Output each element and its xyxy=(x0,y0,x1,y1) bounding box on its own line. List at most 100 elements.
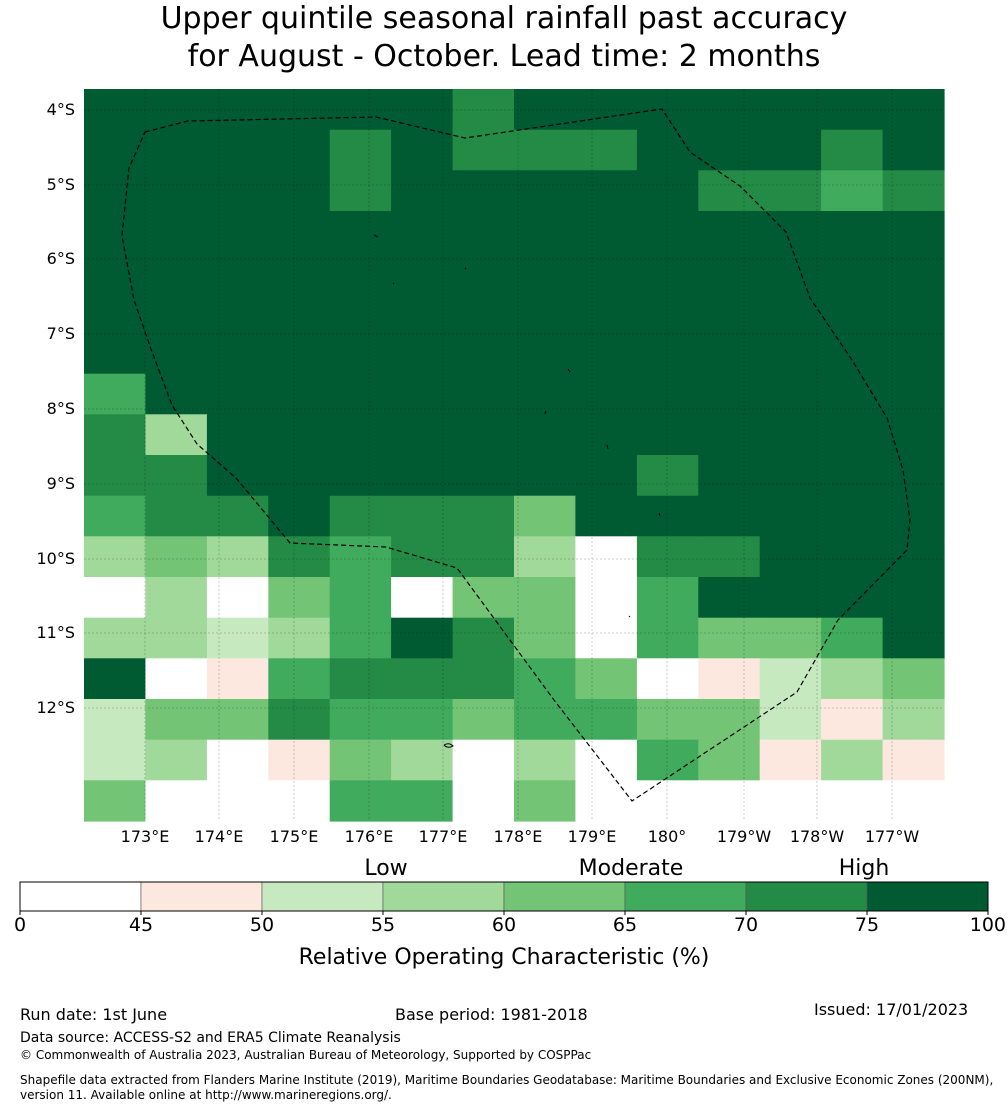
map-grid-cell xyxy=(84,455,146,497)
map-grid-cell xyxy=(698,658,761,700)
shapefile-credit-line-1: Shapefile data extracted from Flanders M… xyxy=(20,1073,994,1087)
map-grid-cell xyxy=(84,292,146,334)
map-grid-cell xyxy=(329,414,392,456)
map-grid-cell xyxy=(514,211,576,253)
map-grid-cell xyxy=(636,495,699,537)
map-grid-cell xyxy=(882,333,945,375)
map-grid-cell xyxy=(575,292,638,334)
map-grid-cell xyxy=(882,251,945,293)
map-grid-cell xyxy=(759,251,822,293)
colorbar-segment xyxy=(19,881,142,912)
map-grid-cell xyxy=(636,373,699,415)
map-grid-cell xyxy=(452,455,515,497)
map-grid-cell xyxy=(145,170,208,212)
map-grid-cell xyxy=(145,658,208,700)
map-grid-cell xyxy=(882,699,945,741)
map-grid-cell xyxy=(329,89,392,131)
map-grid-cell xyxy=(575,251,638,293)
map-grid-cell xyxy=(391,170,454,212)
map-grid-cell xyxy=(329,333,392,375)
map-grid-cell xyxy=(84,536,146,578)
map-grid-cell xyxy=(698,577,761,619)
map-grid-cell xyxy=(145,536,208,578)
map-grid-cell xyxy=(206,129,269,171)
map-grid-cell xyxy=(759,333,822,375)
issued-date: Issued: 17/01/2023 xyxy=(814,1000,969,1019)
map-grid-cell xyxy=(759,577,822,619)
title-line-1: Upper quintile seasonal rainfall past ac… xyxy=(160,1,848,36)
map-grid-cell xyxy=(84,89,146,131)
longitude-label: 178°E xyxy=(493,827,543,846)
map-grid-cell xyxy=(329,373,392,415)
map-grid-cell xyxy=(821,251,884,293)
map-grid-cell xyxy=(84,739,146,781)
map-grid-cell xyxy=(452,251,515,293)
colorbar-tick-label: 65 xyxy=(612,914,638,936)
map-grid-cell xyxy=(145,495,208,537)
latitude-label: 10°S xyxy=(36,549,75,568)
map-grid-cell xyxy=(145,414,208,456)
map-grid-cell xyxy=(84,495,146,537)
map-grid-cell xyxy=(821,780,884,822)
map-grid-cell xyxy=(391,536,454,578)
map-grid-cell xyxy=(759,495,822,537)
map-grid-cell xyxy=(391,373,454,415)
latitude-label: 7°S xyxy=(46,324,75,343)
map-grid-cell xyxy=(636,89,699,131)
map-grid-cell xyxy=(452,414,515,456)
longitude-label: 177°E xyxy=(418,827,468,846)
map-grid-cell xyxy=(698,373,761,415)
map-grid-cell xyxy=(268,373,331,415)
colorbar-segment xyxy=(382,881,505,912)
colorbar-segment xyxy=(866,881,989,912)
map-grid-cell xyxy=(514,129,576,171)
island-outline xyxy=(373,234,379,238)
map-grid-cell xyxy=(514,780,576,822)
map-grid-cell xyxy=(636,699,699,741)
map-grid-cell xyxy=(84,211,146,253)
latitude-label: 6°S xyxy=(46,249,75,268)
eez-boundary-dashed-line xyxy=(121,108,911,802)
map-grid-cell xyxy=(636,780,699,822)
map-grid-cell xyxy=(821,89,884,131)
map-grid-cell xyxy=(268,292,331,334)
map-grid-cell xyxy=(268,780,331,822)
map-grid-cell xyxy=(882,536,945,578)
map-grid-cell xyxy=(698,292,761,334)
map-grid-cell xyxy=(206,739,269,781)
map-grid-cell xyxy=(206,292,269,334)
colorbar-tick-label: 45 xyxy=(128,914,154,936)
map-grid-cell xyxy=(329,292,392,334)
map-grid-cell xyxy=(206,211,269,253)
map-grid-cell xyxy=(206,780,269,822)
map-grid-cell xyxy=(391,577,454,619)
map-grid-cell xyxy=(882,495,945,537)
colorbar-tick-label: 70 xyxy=(733,914,759,936)
map-grid-cell xyxy=(329,577,392,619)
map-grid-cell xyxy=(882,129,945,171)
map-grid-cell xyxy=(636,536,699,578)
map-grid-cell xyxy=(452,89,515,131)
latitude-label: 4°S xyxy=(46,100,75,119)
map-grid-cell xyxy=(145,739,208,781)
map-grid-cell xyxy=(698,617,761,659)
map-grid-cell xyxy=(636,658,699,700)
map-grid-cell xyxy=(84,617,146,659)
map-grid-cell xyxy=(206,617,269,659)
map-grid-cell xyxy=(268,333,331,375)
map-grid-cell xyxy=(84,414,146,456)
map-grid-cell xyxy=(882,455,945,497)
map-grid-cell xyxy=(759,89,822,131)
colorbar-tick-label: 0 xyxy=(14,914,27,936)
map-grid-cell xyxy=(514,739,576,781)
map-grid-cell xyxy=(329,211,392,253)
map-grid-cell xyxy=(821,536,884,578)
map-grid-cell xyxy=(145,373,208,415)
map-grid-cell xyxy=(268,577,331,619)
map-grid-cell xyxy=(452,658,515,700)
map-grid-cell xyxy=(452,739,515,781)
map-grid-cell xyxy=(759,414,822,456)
map-grid-cell xyxy=(821,414,884,456)
longitude-label: 176°E xyxy=(344,827,394,846)
map-grid-cell xyxy=(84,170,146,212)
